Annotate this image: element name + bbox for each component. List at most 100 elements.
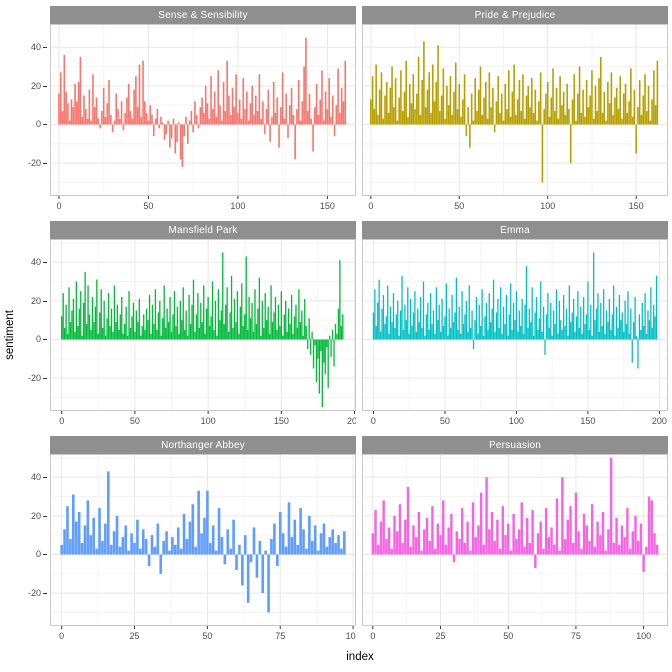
bar xyxy=(321,339,323,408)
bar xyxy=(316,550,320,555)
bar xyxy=(631,531,635,555)
bar xyxy=(414,109,416,125)
bar xyxy=(258,74,261,125)
bar xyxy=(268,333,271,340)
bar xyxy=(655,544,659,555)
bar xyxy=(574,492,578,555)
bar xyxy=(623,537,626,555)
bar xyxy=(642,554,645,572)
bar xyxy=(172,118,175,125)
bar xyxy=(575,316,578,340)
bar xyxy=(510,283,512,340)
bar xyxy=(144,539,148,555)
bar xyxy=(217,289,220,340)
bar xyxy=(238,544,241,555)
bar xyxy=(131,316,133,340)
bar xyxy=(298,289,300,340)
bar xyxy=(458,83,461,125)
bar xyxy=(472,120,475,125)
bar xyxy=(467,107,469,125)
bar xyxy=(587,281,589,340)
bar xyxy=(169,124,171,148)
bar xyxy=(261,554,265,594)
bar xyxy=(68,120,71,125)
bar xyxy=(229,312,231,340)
bar xyxy=(76,101,78,125)
bar xyxy=(176,124,178,142)
bar xyxy=(311,331,313,340)
bar xyxy=(439,535,442,555)
bar xyxy=(424,335,426,340)
bar xyxy=(648,320,651,340)
bar xyxy=(577,291,579,340)
bar xyxy=(644,74,646,125)
bar xyxy=(388,333,390,340)
bar xyxy=(141,529,145,555)
bar xyxy=(483,97,485,125)
x-tick-label: 0 xyxy=(368,201,373,211)
bar xyxy=(495,312,498,340)
bar xyxy=(393,107,395,125)
y-tick-label: -20 xyxy=(27,588,41,599)
bar xyxy=(564,114,567,125)
bar xyxy=(266,320,268,340)
bar xyxy=(635,124,637,154)
bar xyxy=(423,529,426,555)
bar xyxy=(411,325,413,340)
bar xyxy=(515,114,517,125)
bar xyxy=(607,81,609,125)
bar xyxy=(253,114,255,125)
bar xyxy=(612,542,616,555)
bar xyxy=(372,312,375,340)
bar xyxy=(615,87,618,125)
bar xyxy=(313,525,317,555)
bar xyxy=(601,325,603,340)
bar xyxy=(627,291,629,340)
bar xyxy=(156,109,159,125)
bar xyxy=(94,306,97,340)
bar xyxy=(68,287,70,340)
bar xyxy=(335,105,338,125)
bar xyxy=(103,300,105,340)
bar xyxy=(211,525,215,555)
bar xyxy=(194,101,196,125)
bar xyxy=(328,78,330,125)
bar xyxy=(617,327,619,340)
bar xyxy=(88,314,91,340)
bar xyxy=(242,325,244,340)
bar xyxy=(226,529,230,555)
y-axis-title: sentiment xyxy=(4,309,16,360)
bar xyxy=(269,124,271,142)
x-tick-label: 25 xyxy=(436,631,446,641)
bar xyxy=(485,477,488,555)
bar xyxy=(246,329,249,340)
bar xyxy=(60,544,63,555)
bar xyxy=(255,324,258,340)
bar xyxy=(129,110,132,125)
x-axis: 0 50 100 150 xyxy=(368,196,644,211)
bar xyxy=(623,331,625,340)
bar xyxy=(89,535,93,555)
facet-panel-sense-and-sensibility: 0 50 100 150 xyxy=(50,24,356,211)
bar xyxy=(157,312,160,340)
bar xyxy=(423,41,425,125)
bar xyxy=(72,298,75,340)
bar xyxy=(288,105,291,125)
facet-title: Persuasion xyxy=(488,439,542,451)
bar xyxy=(106,471,110,555)
bar xyxy=(124,112,126,125)
x-tick-label: 50 xyxy=(503,631,513,641)
bar xyxy=(213,91,216,125)
bar xyxy=(466,521,469,555)
bar xyxy=(593,546,597,555)
bar xyxy=(458,306,460,340)
bar xyxy=(529,107,531,125)
bar xyxy=(574,331,576,340)
x-axis: 0 50 100 150 200 xyxy=(59,411,356,426)
bar xyxy=(258,540,262,555)
bar xyxy=(571,312,573,340)
bar xyxy=(238,99,241,125)
bar xyxy=(309,339,312,355)
y-tick-label: -20 xyxy=(27,373,41,384)
bar xyxy=(593,252,595,340)
